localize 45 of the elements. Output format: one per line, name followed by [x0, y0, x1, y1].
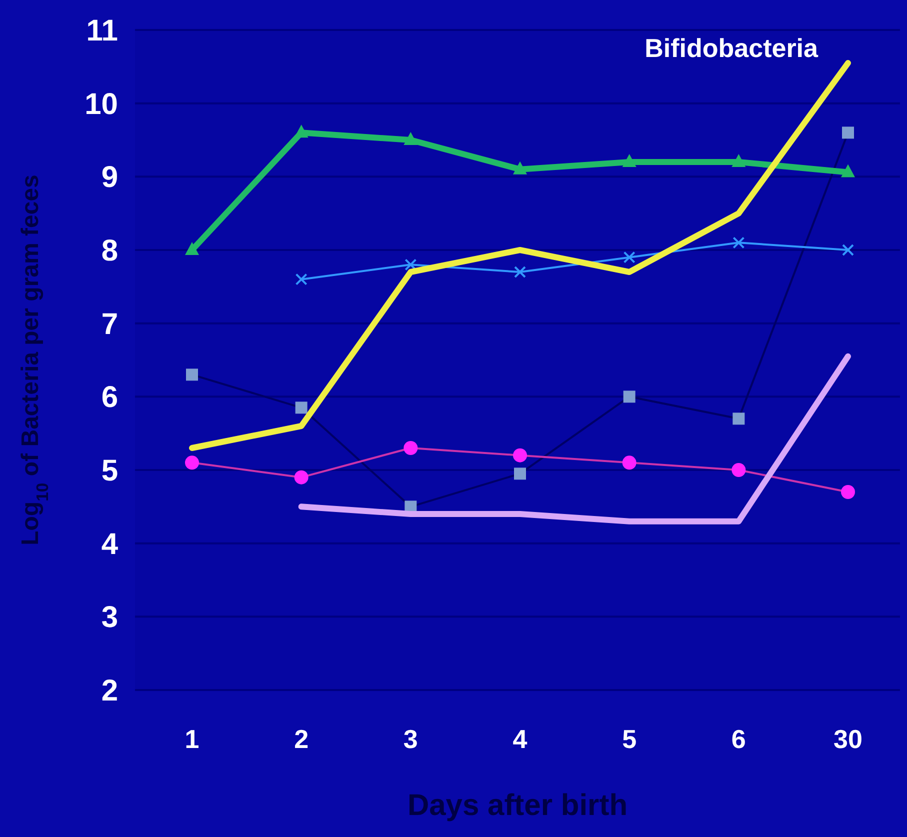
point: [623, 251, 636, 264]
point: [186, 368, 198, 381]
point: [294, 470, 308, 484]
y-tick-label: 11: [86, 14, 118, 48]
y-tick-label: 9: [101, 161, 118, 194]
series-label: Bifidobacteria: [644, 33, 819, 63]
point: [185, 242, 199, 255]
point: [294, 124, 308, 138]
point: [185, 456, 199, 470]
y-tick-label: 2: [101, 674, 118, 708]
point: [514, 266, 526, 278]
x-tick-label: 5: [622, 724, 637, 754]
x-tick-label: 3: [403, 724, 418, 754]
point: [404, 258, 417, 271]
point: [622, 154, 636, 167]
x-tick-label: 4: [512, 724, 528, 754]
point: [842, 244, 854, 256]
point: [513, 161, 527, 174]
x-axis-title: Days after birth: [407, 789, 628, 822]
point: [841, 164, 855, 178]
point: [295, 402, 308, 414]
point: [732, 154, 746, 167]
point: [513, 448, 527, 462]
x-tick-label: 2: [294, 724, 309, 754]
point: [295, 273, 308, 286]
x-tick-label: 6: [731, 724, 746, 754]
x-tick-label: 30: [834, 724, 862, 754]
point: [732, 236, 745, 249]
y-tick-label: 7: [101, 308, 118, 341]
point: [622, 456, 636, 470]
point: [623, 390, 636, 403]
point: [404, 441, 418, 455]
x-tick-label: 1: [184, 724, 200, 754]
y-tick-label: 8: [101, 234, 118, 268]
point: [842, 126, 854, 139]
point: [732, 463, 746, 477]
y-tick-label: 10: [84, 88, 118, 121]
point: [732, 412, 745, 425]
y-tick-label: 4: [101, 528, 118, 561]
point: [841, 485, 855, 499]
point: [514, 468, 526, 480]
y-tick-label: 6: [101, 381, 118, 414]
y-tick-label: 3: [101, 601, 118, 634]
point: [404, 132, 418, 145]
y-tick-label: 5: [101, 454, 118, 488]
